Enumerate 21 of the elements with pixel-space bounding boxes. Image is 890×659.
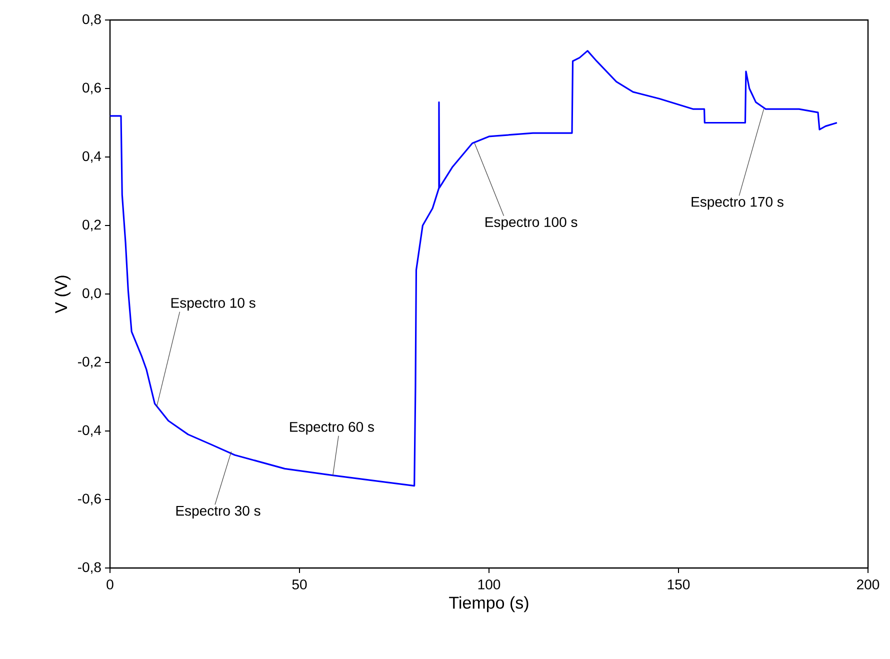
y-tick-label: -0,4 — [78, 425, 102, 437]
annotation: Espectro 30 s — [176, 506, 260, 519]
annotation: Espectro 60 s — [290, 422, 374, 435]
y-tick-label: 0,8 — [82, 14, 101, 26]
y-tick-label: -0,2 — [78, 356, 101, 368]
annotation: Espectro 170 s — [692, 196, 784, 210]
x-tick-label: 200 — [857, 580, 880, 590]
y-tick-label: 0,0 — [82, 288, 101, 300]
y-tick-label: -0,8 — [78, 562, 101, 574]
x-tick-label: 0 — [106, 580, 114, 590]
y-tick-label: 0,6 — [82, 82, 101, 94]
annotation: Espectro 100 s — [486, 217, 578, 230]
y-tick-label: 0,4 — [82, 151, 102, 163]
y-axis-title: V (V) — [54, 276, 71, 314]
y-tick-label: -0,6 — [78, 494, 101, 506]
x-tick-label: 100 — [478, 580, 500, 590]
y-tick-label: 0,2 — [82, 220, 101, 232]
annotation: Espectro 10 s — [171, 298, 256, 311]
x-tick-label: 50 — [292, 580, 307, 590]
x-axis-title: Tiempo (s) — [449, 596, 528, 612]
x-tick-label: 150 — [668, 580, 690, 590]
